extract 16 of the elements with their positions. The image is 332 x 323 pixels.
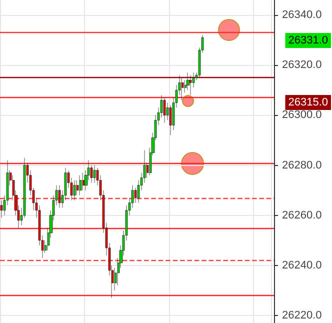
y-tick-label: 26240.0 bbox=[282, 259, 322, 272]
y-tick-label: 26320.0 bbox=[282, 59, 322, 72]
y-tick-label: 26340.0 bbox=[282, 9, 322, 22]
candlestick bbox=[189, 74, 192, 96]
candlestick bbox=[79, 175, 82, 196]
y-tick-label: 26260.0 bbox=[282, 209, 322, 222]
candlestick bbox=[93, 165, 96, 183]
y-tick-label: 26220.0 bbox=[282, 309, 322, 322]
candlestick bbox=[163, 97, 166, 123]
y-tick-label: 26300.0 bbox=[282, 109, 322, 122]
candlestick bbox=[181, 77, 184, 100]
y-tick-label: 26280.0 bbox=[282, 159, 322, 172]
candlestick bbox=[58, 185, 61, 208]
text: 26331.0 bbox=[288, 34, 328, 46]
text: 26315.0 bbox=[288, 96, 328, 108]
candlestick bbox=[73, 180, 76, 201]
